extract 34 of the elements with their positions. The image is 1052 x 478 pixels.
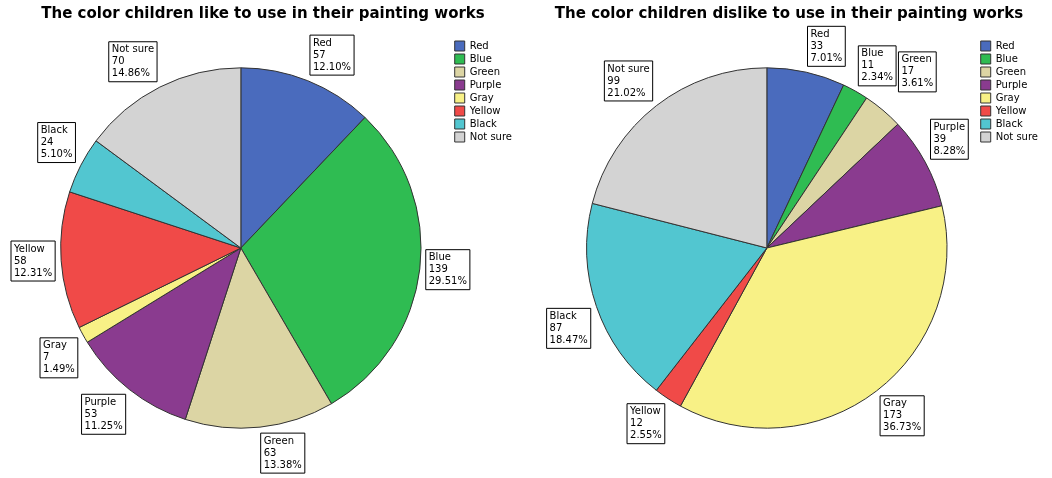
data-label: Green 63 13.38%: [263, 434, 302, 470]
legend-label: Not sure: [995, 130, 1039, 142]
data-label: Gray 7 1.49%: [43, 339, 75, 375]
data-label: Black 87 18.47%: [549, 309, 588, 345]
data-label: Not sure 99 21.02%: [607, 62, 650, 98]
legend-label: Green: [469, 65, 501, 77]
data-label: Black 24 5.10%: [40, 124, 73, 160]
data-label: Purple 53 11.25%: [84, 395, 123, 431]
legend-label: Yellow: [994, 104, 1027, 116]
data-label: Gray 173 36.73%: [883, 397, 922, 433]
data-label: Yellow 12 2.55%: [629, 405, 662, 441]
chart-title: The color children dislike to use in their painting works: [553, 3, 1025, 24]
data-label: Green 17 3.61%: [901, 53, 934, 89]
data-label: Blue 11 2.34%: [861, 47, 894, 83]
legend-label: Black: [469, 117, 497, 129]
legend-label: Not sure: [469, 130, 513, 142]
legend-label: Green: [995, 65, 1027, 77]
data-label: Red 57 12.10%: [312, 36, 352, 72]
chart-title: The color children like to use in their painting works: [40, 3, 486, 24]
data-label: Not sure 70 14.86%: [111, 43, 155, 79]
legend-label: Black: [995, 117, 1023, 129]
legend-label: Red: [995, 39, 1015, 51]
data-label: Blue 139 29.51%: [428, 251, 467, 287]
legend-label: Yellow: [468, 104, 501, 116]
data-label: Red 33 7.01%: [810, 27, 843, 63]
data-label: Yellow 58 12.31%: [13, 242, 53, 278]
legend-label: Purple: [995, 78, 1028, 90]
data-label: Purple 39 8.28%: [933, 120, 966, 156]
legend-label: Gray: [469, 91, 494, 103]
legend-label: Gray: [995, 91, 1020, 103]
legend-label: Red: [469, 39, 489, 51]
legend-label: Blue: [469, 52, 492, 64]
legend-label: Purple: [469, 78, 502, 90]
legend-label: Blue: [995, 52, 1018, 64]
